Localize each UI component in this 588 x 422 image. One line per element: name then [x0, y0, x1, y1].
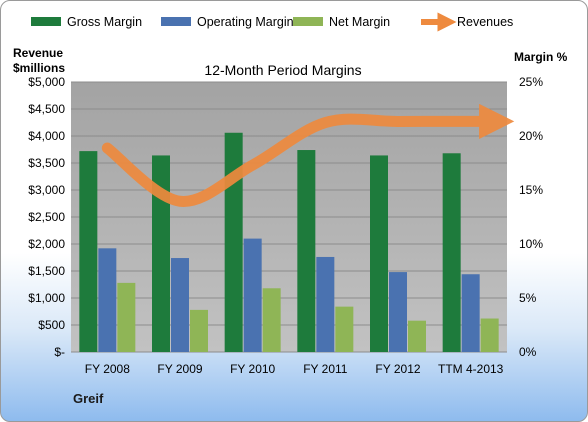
left-axis-ticks: $- $500 $1,000 $1,500 $2,000 $2,500 $3,000 $3,5… [28, 75, 65, 359]
legend-label: Revenues [457, 15, 513, 29]
gridlines [71, 81, 507, 353]
bar-gross-margin [297, 150, 316, 352]
legend: Gross Margin Operating Margin Net Margin Re… [31, 12, 513, 32]
bar-operating-margin [316, 256, 335, 352]
left-tick-label: $2,000 [28, 237, 65, 251]
legend-label: Operating Margin [197, 15, 294, 29]
revenue-line-group [101, 103, 515, 207]
bar-gross-margin [224, 132, 243, 352]
right-tick-label: 15% [519, 183, 543, 197]
bar-net-margin [335, 306, 354, 352]
bar-net-margin [117, 282, 136, 352]
bar-gross-margin [79, 151, 98, 352]
left-tick-label: $3,500 [28, 156, 65, 170]
left-tick-label: $- [54, 345, 65, 359]
x-tick-label: FY 2011 [303, 362, 348, 376]
right-tick-label: 0% [519, 345, 537, 359]
bar-operating-margin [98, 248, 117, 352]
right-axis-title: Margin % [514, 50, 568, 64]
left-tick-label: $4,000 [28, 129, 65, 143]
company-name: Greif [73, 391, 104, 406]
legend-swatch [31, 17, 61, 26]
bar-net-margin [408, 320, 426, 352]
x-tick-label: FY 2008 [85, 362, 130, 376]
revenue-line [101, 103, 515, 207]
x-axis-ticks: FY 2008 FY 2009 FY 2010 FY 2011 FY 2012 TTM 4… [85, 362, 504, 376]
left-axis-title-line1: Revenue [13, 46, 63, 60]
bar-operating-margin [243, 238, 262, 352]
bar-operating-margin [171, 258, 189, 352]
left-tick-label: $4,500 [28, 102, 65, 116]
right-axis-ticks: 0% 5% 10% 15% 20% 25% [519, 75, 543, 359]
x-tick-label: FY 2009 [157, 362, 202, 376]
bar-operating-margin [461, 274, 480, 352]
legend-label: Gross Margin [67, 15, 142, 29]
bar-net-margin [262, 288, 281, 352]
x-tick-label: TTM 4-2013 [438, 362, 504, 376]
legend-swatch [293, 17, 323, 26]
right-tick-label: 5% [519, 291, 537, 305]
x-tick-label: FY 2010 [230, 362, 275, 376]
left-tick-label: $1,000 [28, 291, 65, 305]
bar-operating-margin [389, 272, 407, 352]
left-axis-title-line2: $millions [13, 61, 65, 75]
left-tick-label: $2,500 [28, 210, 65, 224]
legend-swatch [161, 17, 191, 26]
right-tick-label: 25% [519, 75, 543, 89]
legend-label: Net Margin [329, 15, 390, 29]
x-tick-label: FY 2012 [375, 362, 420, 376]
chart-title: 12-Month Period Margins [204, 62, 361, 78]
bars-group [79, 132, 499, 352]
left-tick-label: $5,000 [28, 75, 65, 89]
left-tick-label: $3,000 [28, 183, 65, 197]
left-tick-label: $1,500 [28, 264, 65, 278]
right-tick-label: 10% [519, 237, 543, 251]
bar-gross-margin [152, 155, 170, 352]
left-tick-label: $500 [38, 318, 65, 332]
bar-net-margin [190, 309, 208, 352]
right-tick-label: 20% [519, 129, 543, 143]
bar-net-margin [480, 318, 499, 352]
bar-gross-margin [370, 155, 388, 352]
bar-gross-margin [442, 153, 461, 352]
